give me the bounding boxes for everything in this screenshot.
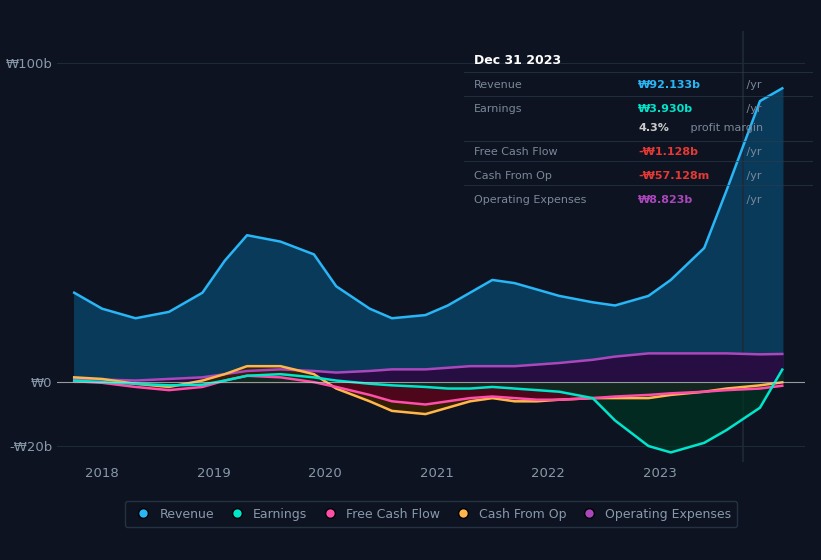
Text: Operating Expenses: Operating Expenses (475, 195, 587, 204)
Text: /yr: /yr (743, 104, 762, 114)
Text: Cash From Op: Cash From Op (475, 171, 553, 181)
Text: profit margin: profit margin (687, 123, 764, 133)
Text: /yr: /yr (743, 80, 762, 90)
Text: /yr: /yr (743, 147, 762, 157)
Text: /yr: /yr (743, 171, 762, 181)
Text: Free Cash Flow: Free Cash Flow (475, 147, 558, 157)
Text: ₩3.930b: ₩3.930b (639, 104, 694, 114)
Text: /yr: /yr (743, 195, 762, 204)
Text: ₩8.823b: ₩8.823b (639, 195, 694, 204)
Text: Revenue: Revenue (475, 80, 523, 90)
Legend: Revenue, Earnings, Free Cash Flow, Cash From Op, Operating Expenses: Revenue, Earnings, Free Cash Flow, Cash … (125, 501, 737, 527)
Text: Earnings: Earnings (475, 104, 523, 114)
Text: -₩1.128b: -₩1.128b (639, 147, 699, 157)
Text: ₩92.133b: ₩92.133b (639, 80, 701, 90)
Text: 4.3%: 4.3% (639, 123, 669, 133)
Text: -₩57.128m: -₩57.128m (639, 171, 709, 181)
Text: Dec 31 2023: Dec 31 2023 (475, 54, 562, 67)
